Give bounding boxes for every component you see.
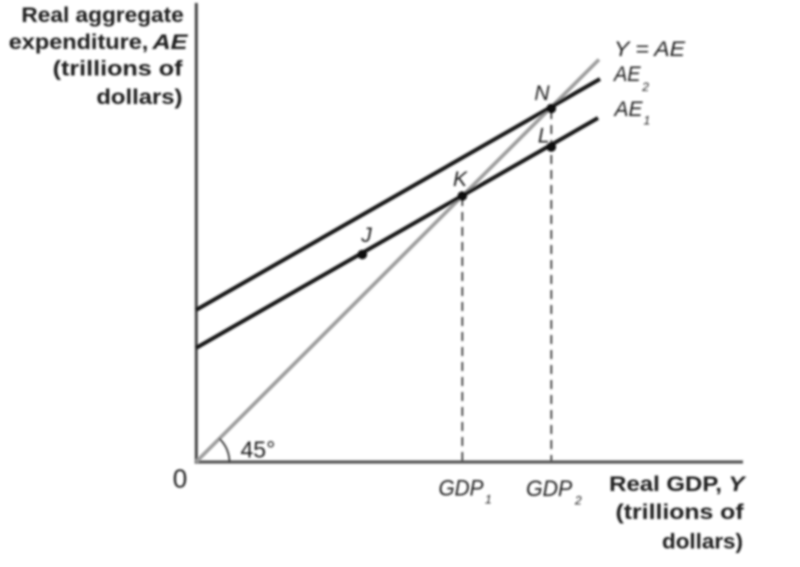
svg-text:45°: 45° — [241, 437, 276, 463]
svg-text:1: 1 — [485, 493, 492, 507]
svg-text:(trillions of: (trillions of — [53, 56, 183, 80]
svg-text:N: N — [534, 82, 550, 105]
svg-text:2: 2 — [574, 494, 582, 508]
svg-text:K: K — [453, 168, 468, 191]
svg-text:AE: AE — [613, 98, 644, 121]
svg-text:J: J — [360, 224, 372, 247]
svg-text:dollars): dollars) — [662, 529, 743, 553]
svg-text:Real aggregate: Real aggregate — [21, 3, 183, 27]
svg-text:AE: AE — [151, 30, 189, 54]
svg-text:(trillions of: (trillions of — [616, 500, 744, 524]
svg-text:AE: AE — [612, 63, 641, 87]
svg-text:dollars): dollars) — [96, 85, 182, 108]
svg-text:L: L — [538, 125, 550, 148]
svg-text:GDP: GDP — [526, 475, 573, 500]
svg-text:GDP: GDP — [439, 476, 485, 501]
svg-text:2: 2 — [641, 80, 649, 94]
svg-text:Y = AE: Y = AE — [614, 37, 685, 61]
svg-text:1: 1 — [644, 114, 651, 128]
svg-text:Real GDP, Y: Real GDP, Y — [609, 472, 746, 495]
svg-text:expenditure,: expenditure, — [9, 30, 149, 54]
svg-text:0: 0 — [173, 463, 187, 493]
